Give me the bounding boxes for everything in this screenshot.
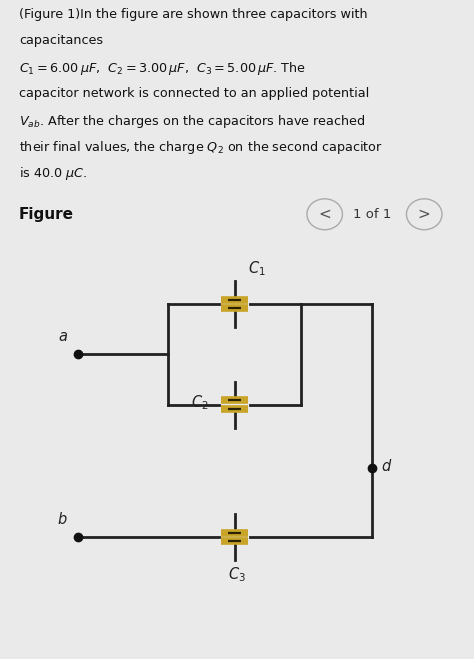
Text: 1 of 1: 1 of 1 xyxy=(353,208,391,221)
Text: $C_2$: $C_2$ xyxy=(191,393,209,412)
Text: $b$: $b$ xyxy=(57,511,68,527)
Text: (Figure 1)In the figure are shown three capacitors with: (Figure 1)In the figure are shown three … xyxy=(19,8,367,21)
Text: capacitances: capacitances xyxy=(19,34,103,47)
Text: capacitor network is connected to an applied potential: capacitor network is connected to an app… xyxy=(19,86,369,100)
Text: Figure: Figure xyxy=(19,207,74,222)
Text: $C_3$: $C_3$ xyxy=(228,565,246,585)
Text: <: < xyxy=(319,207,331,222)
Text: >: > xyxy=(418,207,430,222)
Text: is 40.0 $\mu C$.: is 40.0 $\mu C$. xyxy=(19,165,87,183)
Text: $V_{ab}$. After the charges on the capacitors have reached: $V_{ab}$. After the charges on the capac… xyxy=(19,113,365,130)
Text: $d$: $d$ xyxy=(381,457,392,474)
Text: $a$: $a$ xyxy=(58,329,68,344)
Text: $C_1$: $C_1$ xyxy=(248,259,265,277)
Text: $C_1 = 6.00\,\mu F$,  $C_2 = 3.00\,\mu F$,  $C_3 = 5.00\,\mu F$. The: $C_1 = 6.00\,\mu F$, $C_2 = 3.00\,\mu F$… xyxy=(19,60,306,77)
Text: their final values, the charge $Q_2$ on the second capacitor: their final values, the charge $Q_2$ on … xyxy=(19,139,383,156)
